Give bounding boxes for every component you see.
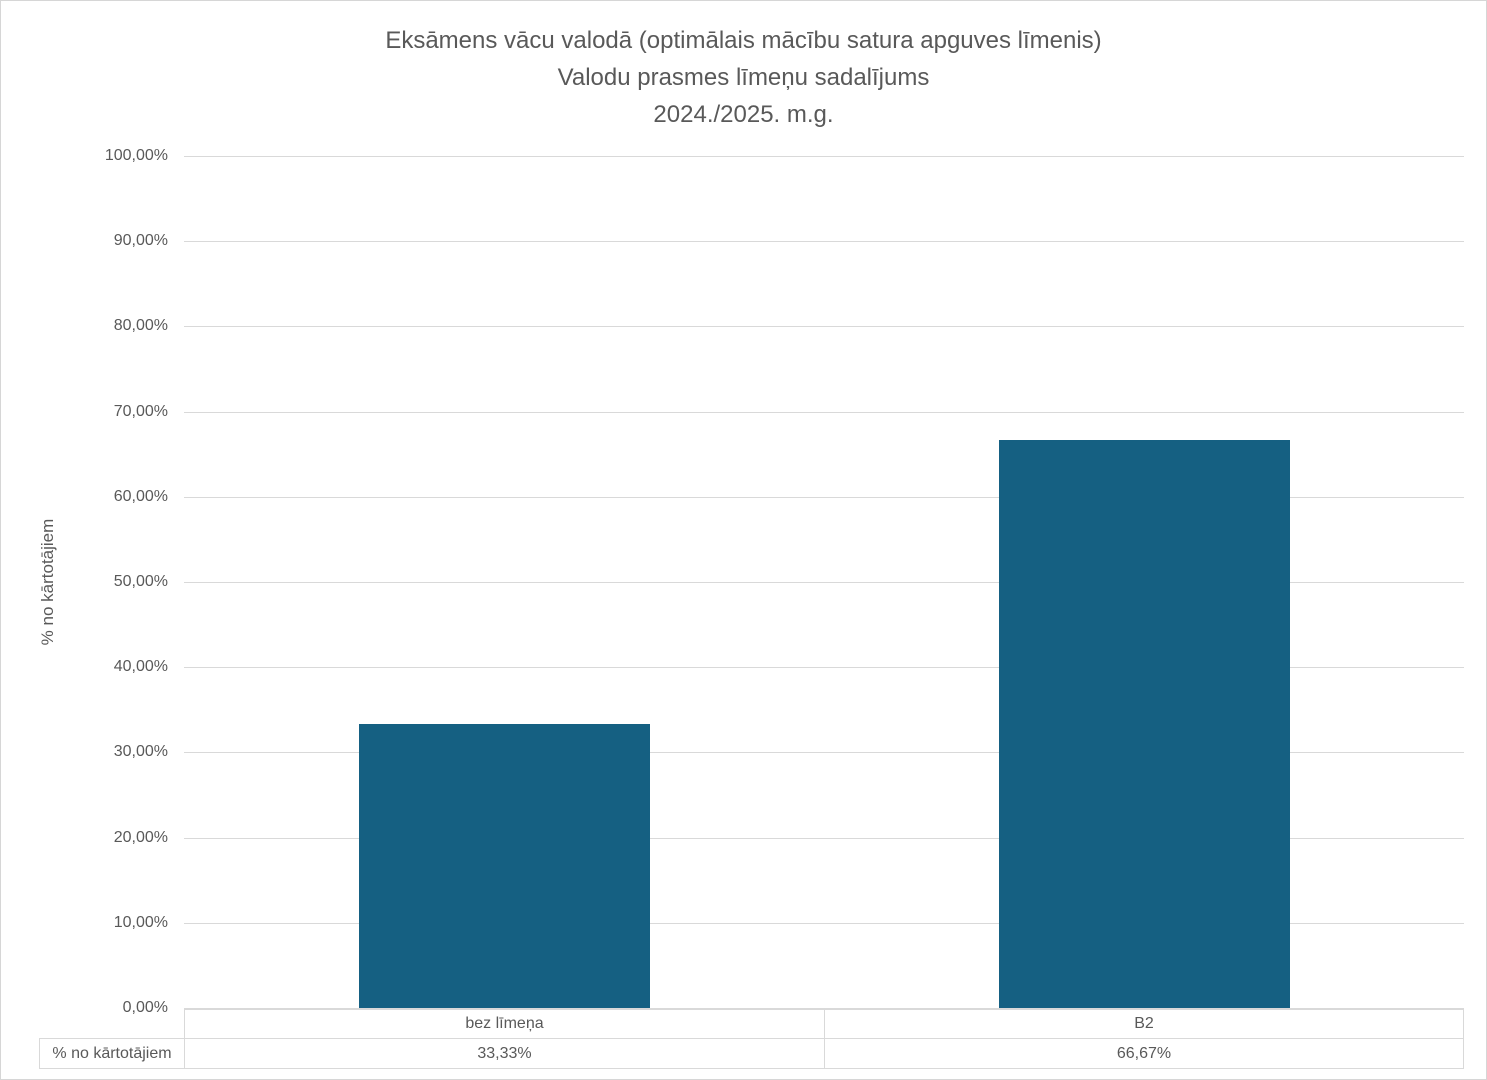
y-tick-label: 30,00% [113,743,168,760]
y-gridline [184,497,1464,498]
table-row-header: % no kārtotājiem [39,1038,185,1069]
y-gridline [184,1008,1464,1009]
table-category-cell: bez līmeņa [184,1009,825,1039]
chart-title-line-2: Valodu prasmes līmeņu sadalījums [557,64,930,91]
y-tick-label: 50,00% [113,573,168,590]
bar-bez-l-me-a [359,724,650,1008]
y-gridline [184,752,1464,753]
y-gridline [184,667,1464,668]
y-gridline [184,326,1464,327]
table-value-cell: 33,33% [184,1038,825,1069]
chart-title-line-3: 2024./2025. m.g. [653,101,834,128]
chart-title-line-1: Eksāmens vācu valodā (optimālais mācību … [385,27,1102,54]
plot-area [184,156,1464,1009]
table-value-cell: 66,67% [824,1038,1464,1069]
y-gridline [184,156,1464,157]
y-tick-label: 0,00% [122,999,168,1016]
bar-b2 [999,440,1290,1008]
y-tick-label: 70,00% [113,403,168,420]
y-tick-label: 100,00% [104,147,168,164]
chart-title: Eksāmens vācu valodā (optimālais mācību … [1,22,1486,133]
y-gridline [184,241,1464,242]
y-gridline [184,838,1464,839]
table-category-cell: B2 [824,1009,1464,1039]
y-tick-label: 40,00% [113,658,168,675]
y-tick-label: 90,00% [113,232,168,249]
y-tick-label: 80,00% [113,317,168,334]
y-gridline [184,923,1464,924]
y-tick-label: 20,00% [113,829,168,846]
y-tick-label: 60,00% [113,488,168,505]
y-gridline [184,582,1464,583]
y-gridline [184,412,1464,413]
y-tick-label: 10,00% [113,914,168,931]
